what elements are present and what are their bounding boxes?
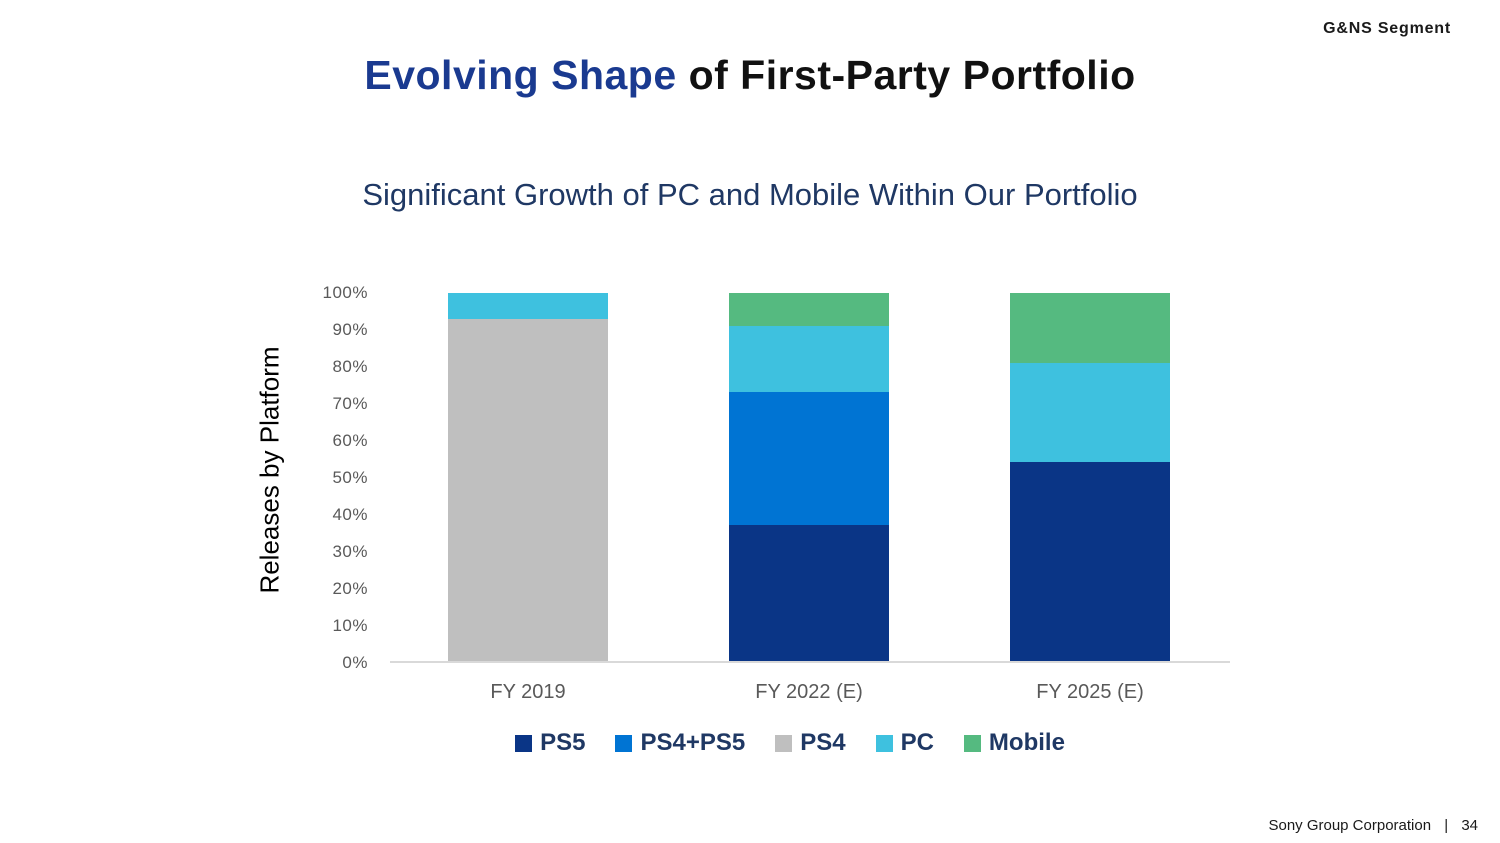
legend-label-ps5: PS5 (540, 729, 586, 756)
page-subtitle: Significant Growth of PC and Mobile With… (362, 177, 1138, 212)
y-tick-60: 60% (332, 431, 368, 450)
footer: Sony Group Corporation | 34 (1268, 817, 1478, 834)
footer-separator: | (1444, 817, 1449, 834)
legend-item-ps4-ps5: PS4+PS5 (615, 729, 745, 757)
y-tick-80: 80% (332, 357, 368, 376)
x-label-fy-2022-e: FY 2022 (E) (755, 681, 863, 703)
bar-segment-fy-2019-ps4 (448, 318, 608, 661)
page-title-highlight: Evolving Shape (364, 52, 677, 98)
y-tick-100: 100% (322, 283, 368, 302)
bar-segment-fy-2022-e-mobile (729, 293, 889, 327)
legend-item-mobile: Mobile (963, 729, 1065, 757)
legend-swatch-ps4-ps5 (615, 734, 633, 752)
legend-item-ps4: PS4 (775, 729, 846, 757)
bar-segment-fy-2022-e-ps5 (729, 524, 889, 661)
page-title-rest: of First-Party Portfolio (676, 52, 1136, 98)
x-label-fy-2019: FY 2019 (490, 681, 566, 703)
legend-item-ps5: PS5 (515, 729, 585, 757)
legend-swatch-ps5 (515, 734, 533, 752)
legend-label-pc: PC (900, 729, 934, 756)
y-tick-70: 70% (332, 394, 368, 413)
legend-swatch-mobile (963, 734, 981, 752)
y-axis-ticks: 0% 10% 20% 30% 40% 50% 60% 70% 80% 90% 100% (300, 283, 368, 672)
legend-item-pc: PC (875, 729, 934, 757)
y-tick-40: 40% (332, 505, 368, 524)
page-title: Evolving Shape of First-Party Portfolio (0, 52, 1500, 99)
bar-segment-fy-2019-pc (448, 293, 608, 319)
bar-segment-fy-2025-e-pc (1010, 362, 1170, 463)
legend-swatch-ps4 (775, 734, 793, 752)
bar-segment-fy-2025-e-mobile (1010, 293, 1170, 363)
y-tick-10: 10% (332, 616, 368, 635)
legend-label-mobile: Mobile (988, 729, 1065, 756)
y-tick-90: 90% (332, 320, 368, 339)
bar-segment-fy-2022-e-ps4-ps5 (729, 392, 889, 525)
plot-area (390, 293, 1230, 663)
legend-label-ps4: PS4 (800, 729, 846, 756)
y-tick-0: 0% (342, 653, 368, 672)
y-axis-title: Releases by Platform (254, 346, 285, 594)
footer-company: Sony Group Corporation (1268, 817, 1432, 834)
y-tick-20: 20% (332, 579, 368, 598)
y-tick-50: 50% (332, 468, 368, 487)
x-label-fy-2025-e: FY 2025 (E) (1036, 681, 1144, 703)
footer-page-number: 34 (1461, 817, 1478, 834)
bar-fy-2025-e (1010, 293, 1170, 661)
segment-tag: G&NS Segment (1323, 20, 1451, 37)
legend-label-ps4-ps5: PS4+PS5 (640, 729, 746, 756)
x-axis-labels: FY 2019 FY 2022 (E) FY 2025 (E) (390, 681, 1230, 711)
bar-fy-2019 (448, 293, 608, 661)
bar-fy-2022-e (729, 293, 889, 661)
bar-segment-fy-2022-e-pc (729, 326, 889, 393)
legend-swatch-pc (875, 734, 893, 752)
chart-legend: PS5 PS4+PS5 PS4 PC Mobile (80, 729, 1500, 757)
bar-segment-fy-2025-e-ps5 (1010, 462, 1170, 661)
y-tick-30: 30% (332, 542, 368, 561)
